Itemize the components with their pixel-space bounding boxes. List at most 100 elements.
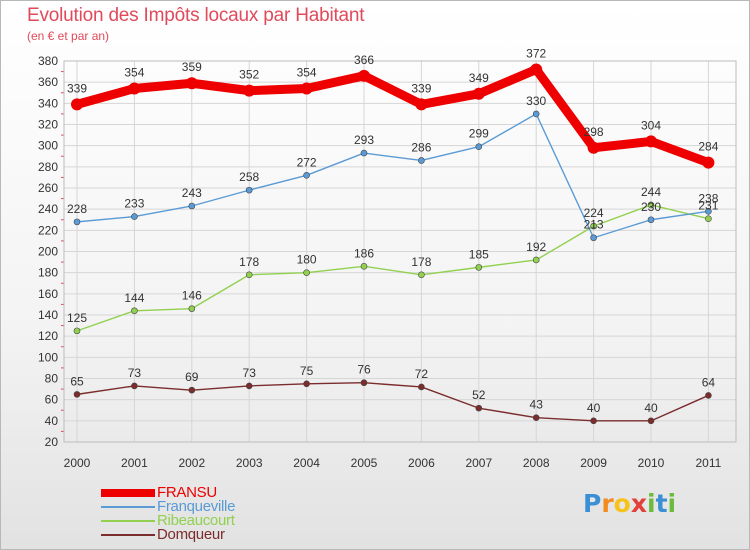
y-tick-label: 380	[38, 54, 58, 68]
plot-border	[63, 60, 737, 443]
chart-subtitle: (en € et par an)	[27, 29, 110, 43]
logo-letter: t	[655, 489, 668, 518]
x-tick-label: 2011	[695, 456, 721, 470]
legend-swatch	[101, 534, 155, 536]
data-label: 298	[584, 125, 604, 139]
data-label: 72	[415, 367, 429, 381]
data-point	[532, 256, 540, 264]
logo-letter: r	[601, 489, 614, 518]
data-label: 284	[698, 140, 718, 154]
data-label: 69	[185, 370, 199, 384]
data-point	[243, 84, 256, 97]
data-point	[705, 392, 712, 399]
data-point	[647, 201, 655, 209]
y-tick-label: 340	[38, 96, 58, 110]
data-label: 339	[411, 81, 431, 95]
data-label: 144	[124, 291, 144, 305]
logo-letter: i	[667, 489, 677, 518]
data-point	[71, 98, 83, 111]
x-tick-label: 2004	[293, 456, 320, 470]
data-point	[530, 63, 543, 76]
data-label: 304	[641, 118, 661, 132]
series-line-domqueur	[76, 382, 710, 422]
data-point	[472, 87, 485, 100]
legend-label: Domqueur	[157, 526, 225, 543]
data-point	[73, 327, 81, 335]
y-tick-label: 180	[38, 266, 58, 280]
data-label: 233	[124, 197, 144, 211]
x-tick-label: 2010	[638, 456, 665, 470]
data-point	[702, 156, 715, 169]
data-label: 178	[411, 255, 431, 269]
data-label: 366	[354, 53, 374, 67]
data-label: 230	[641, 200, 661, 214]
y-tick-label: 160	[38, 287, 58, 301]
data-label: 354	[297, 66, 317, 80]
y-tick-label: 200	[38, 245, 58, 259]
series-line-ribeaucourt	[76, 204, 710, 332]
data-point	[415, 98, 428, 111]
data-label: 238	[698, 191, 718, 205]
y-tick-label: 80	[45, 372, 59, 386]
data-point	[475, 404, 483, 412]
data-point	[245, 382, 253, 390]
y-tick-label: 360	[38, 75, 58, 89]
data-point	[360, 263, 368, 270]
data-point	[131, 213, 138, 220]
data-label: 244	[641, 185, 661, 199]
data-label: 339	[67, 81, 87, 95]
data-point	[360, 379, 368, 387]
data-point	[587, 141, 600, 154]
logo-letter: P	[583, 489, 602, 518]
x-tick-label: 2006	[408, 456, 435, 470]
data-point	[73, 218, 81, 226]
data-point	[590, 417, 597, 425]
data-label: 224	[584, 206, 604, 220]
y-tick-label: 40	[45, 414, 59, 428]
data-label: 352	[239, 68, 259, 82]
data-label: 213	[584, 218, 604, 232]
data-point	[245, 271, 253, 279]
chart-title: Evolution des Impôts locaux par Habitant	[27, 5, 365, 26]
data-label: 354	[124, 66, 144, 80]
data-point	[705, 207, 712, 215]
data-label: 76	[357, 363, 371, 377]
y-tick-label: 220	[38, 223, 58, 237]
logo-letter: i	[647, 489, 656, 518]
data-point	[188, 202, 196, 210]
x-tick-label: 2009	[580, 456, 607, 470]
data-point	[128, 82, 141, 95]
legend-swatch	[101, 520, 155, 522]
data-label: 372	[526, 46, 546, 60]
data-point	[705, 215, 712, 222]
data-point	[188, 386, 196, 394]
legend-swatch	[101, 489, 155, 497]
y-tick-label: 60	[45, 393, 59, 407]
data-label: 146	[182, 289, 202, 303]
data-point	[590, 234, 597, 242]
x-tick-label: 2005	[351, 456, 378, 470]
data-label: 180	[297, 253, 317, 267]
legend-label: Franqueville	[157, 498, 236, 515]
data-point	[358, 69, 370, 82]
data-point	[303, 269, 310, 276]
data-point	[647, 417, 655, 425]
y-tick-label: 280	[38, 160, 58, 174]
data-label: 125	[67, 311, 87, 325]
data-label: 64	[702, 375, 716, 389]
data-label: 299	[469, 127, 489, 141]
y-tick-label: 240	[38, 202, 58, 216]
data-label: 75	[300, 364, 314, 378]
data-label: 186	[354, 246, 374, 260]
data-point	[245, 186, 253, 194]
data-point	[532, 414, 540, 421]
proxiti-logo: Proxiti	[583, 489, 676, 518]
data-label: 272	[297, 155, 317, 169]
data-label: 258	[239, 170, 259, 184]
data-label: 185	[469, 247, 489, 261]
y-tick-label: 100	[38, 350, 58, 364]
data-label: 40	[587, 401, 601, 415]
data-point	[185, 77, 198, 90]
x-tick-label: 2008	[523, 456, 550, 470]
